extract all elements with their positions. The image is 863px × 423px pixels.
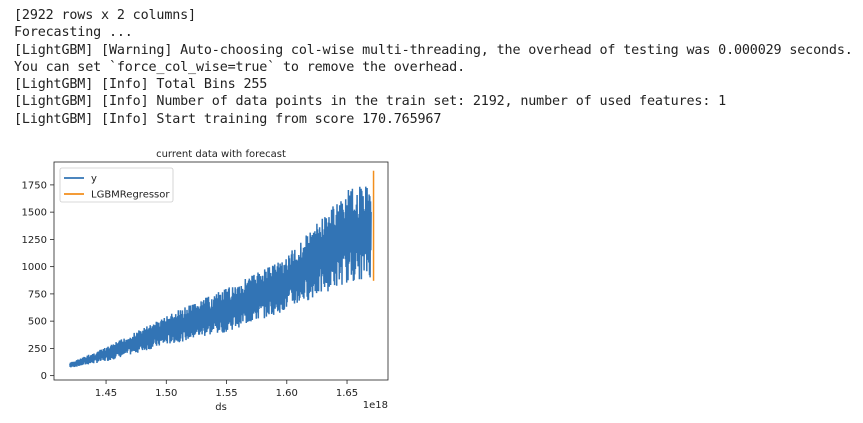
y-tick-label: 750 bbox=[28, 289, 47, 300]
y-tick-label: 1750 bbox=[22, 180, 47, 191]
x-tick-label: 1.65 bbox=[336, 388, 358, 399]
legend-label: y bbox=[91, 174, 97, 185]
log-line: [2922 rows x 2 columns] bbox=[14, 8, 196, 23]
x-tick-label: 1.60 bbox=[276, 388, 298, 399]
forecast-chart: 1.45 1.50 1.55 1.60 1.65 0 250 500 750 1000 1250 15… bbox=[22, 149, 389, 413]
y-tick-label: 1250 bbox=[22, 235, 47, 246]
log-line: [LightGBM] [Info] Number of data points … bbox=[14, 94, 727, 110]
legend-box bbox=[59, 167, 174, 203]
y-tick-label: 250 bbox=[28, 344, 47, 355]
log-line: Forecasting ... bbox=[14, 25, 133, 41]
plot-frame bbox=[53, 161, 389, 381]
log-line: [LightGBM] [Warning] Auto-choosing col-w… bbox=[14, 42, 853, 58]
log-line: [LightGBM] [Info] Start training from sc… bbox=[14, 111, 442, 127]
x-tick-label: 1.50 bbox=[155, 388, 177, 399]
log-line: [LightGBM] [Info] Total Bins 255 bbox=[14, 77, 268, 93]
chart-title: current data with forecast bbox=[156, 149, 286, 160]
x-offset-label: 1e18 bbox=[363, 400, 388, 411]
cell-output-log: [2922 rows x 2 columns] Forecasting ... [L… bbox=[14, 7, 853, 128]
y-tick-label: 500 bbox=[28, 317, 47, 328]
y-tick-label: 0 bbox=[41, 371, 47, 382]
x-axis-label: ds bbox=[215, 402, 227, 413]
series-y-line bbox=[69, 186, 372, 368]
y-tick-label: 1000 bbox=[22, 262, 47, 273]
x-tick-label: 1.45 bbox=[95, 388, 117, 399]
legend-label: LGBMRegressor bbox=[91, 190, 170, 201]
log-line: You can set `force_col_wise=true` to rem… bbox=[14, 59, 465, 75]
x-tick-label: 1.55 bbox=[215, 388, 237, 399]
y-tick-label: 1500 bbox=[22, 208, 47, 219]
